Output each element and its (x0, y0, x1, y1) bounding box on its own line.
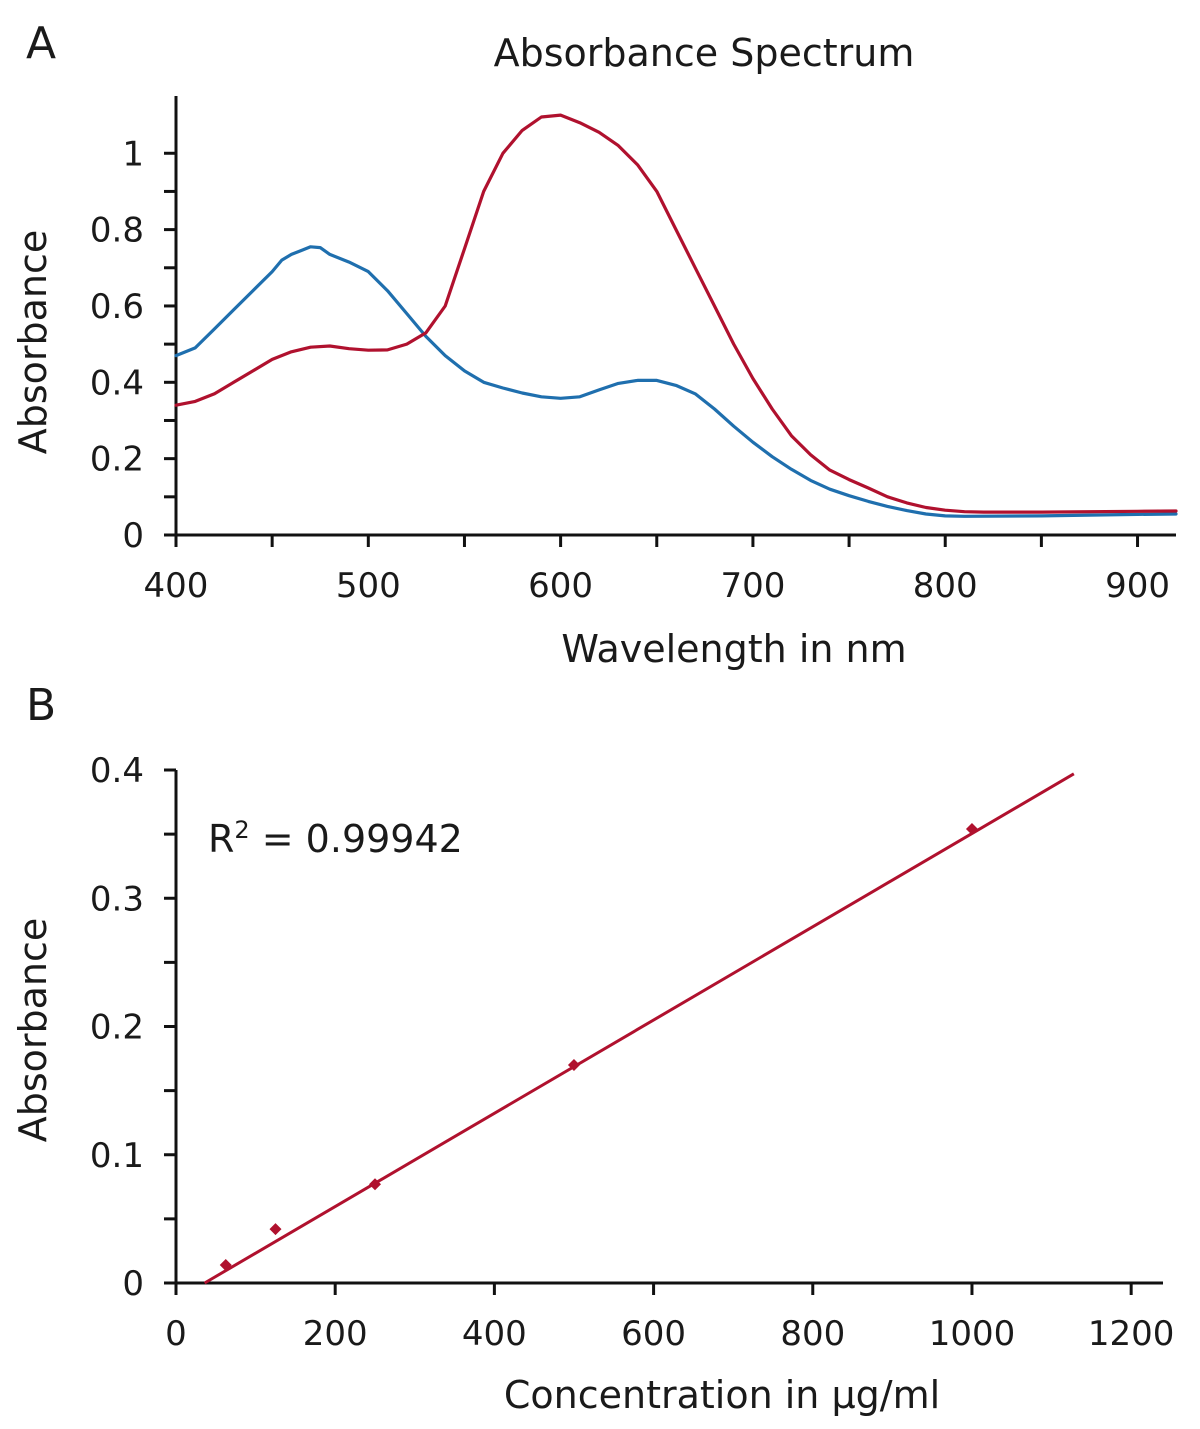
x-tick-label: 0 (165, 1314, 187, 1354)
y-tick-label: 0.2 (90, 440, 144, 480)
data-point (219, 1259, 232, 1272)
y-tick-label: 0.6 (90, 287, 144, 327)
x-tick-label: 800 (780, 1314, 845, 1354)
y-tick-label: 0.4 (90, 751, 144, 791)
data-point (567, 1058, 580, 1071)
y-tick-label: 0.3 (90, 879, 144, 919)
y-tick-label: 0.2 (90, 1008, 144, 1048)
r-squared-superscript: 2 (234, 816, 249, 844)
trendline (203, 772, 1075, 1285)
x-tick-label: 600 (621, 1314, 686, 1354)
y-tick-label: 0.8 (90, 211, 144, 251)
r-squared-value: = 0.99942 (250, 817, 463, 861)
x-tick-label: 800 (913, 566, 978, 606)
panel-a-title: Absorbance Spectrum (494, 31, 915, 75)
blue-spectrum-line (174, 245, 1178, 518)
red-spectrum-line (174, 113, 1178, 514)
x-tick-label: 700 (720, 566, 785, 606)
data-point (368, 1178, 381, 1191)
x-tick-label: 400 (144, 566, 209, 606)
panel-b-label: B (26, 680, 56, 731)
x-tick-label: 1000 (929, 1314, 1016, 1354)
panel-b-series (203, 772, 1075, 1285)
panel-a-series (174, 113, 1178, 518)
x-tick-label: 600 (528, 566, 593, 606)
y-tick-label: 0 (122, 516, 144, 556)
x-tick-label: 900 (1105, 566, 1170, 606)
r-squared-prefix: R (208, 817, 234, 861)
panel-b-calibration-chart: B 0 0.1 0.2 0.3 0.4 0 200 400 600 800 1000 1200 R2 … (11, 680, 1174, 1417)
y-tick-label: 0.4 (90, 363, 144, 403)
r-squared-annotation: R2 = 0.99942 (208, 816, 463, 861)
panel-a-axes: 0 0.2 0.4 0.6 0.8 1 400 500 600 700 800 900 (90, 96, 1176, 606)
panel-a-x-axis-title: Wavelength in nm (561, 627, 906, 671)
y-tick-label: 1 (122, 134, 144, 174)
panel-b-x-axis-title: Concentration in µg/ml (504, 1373, 940, 1417)
data-point (269, 1223, 282, 1236)
x-tick-label: 200 (303, 1314, 368, 1354)
x-tick-label: 1200 (1088, 1314, 1175, 1354)
x-tick-label: 500 (336, 566, 401, 606)
y-tick-label: 0.1 (90, 1136, 144, 1176)
x-tick-label: 400 (462, 1314, 527, 1354)
panel-b-axes: 0 0.1 0.2 0.3 0.4 0 200 400 600 800 1000 1200 (90, 751, 1175, 1354)
panel-a-y-axis-title: Absorbance (11, 230, 55, 455)
panel-a-label: A (26, 18, 56, 69)
panel-a-spectrum-chart: A Absorbance Spectrum 0 0.2 0.4 0.6 0.8 1 400 5… (11, 18, 1178, 671)
panel-b-y-axis-title: Absorbance (11, 918, 55, 1143)
data-point (965, 822, 978, 835)
y-tick-label: 0 (122, 1264, 144, 1304)
